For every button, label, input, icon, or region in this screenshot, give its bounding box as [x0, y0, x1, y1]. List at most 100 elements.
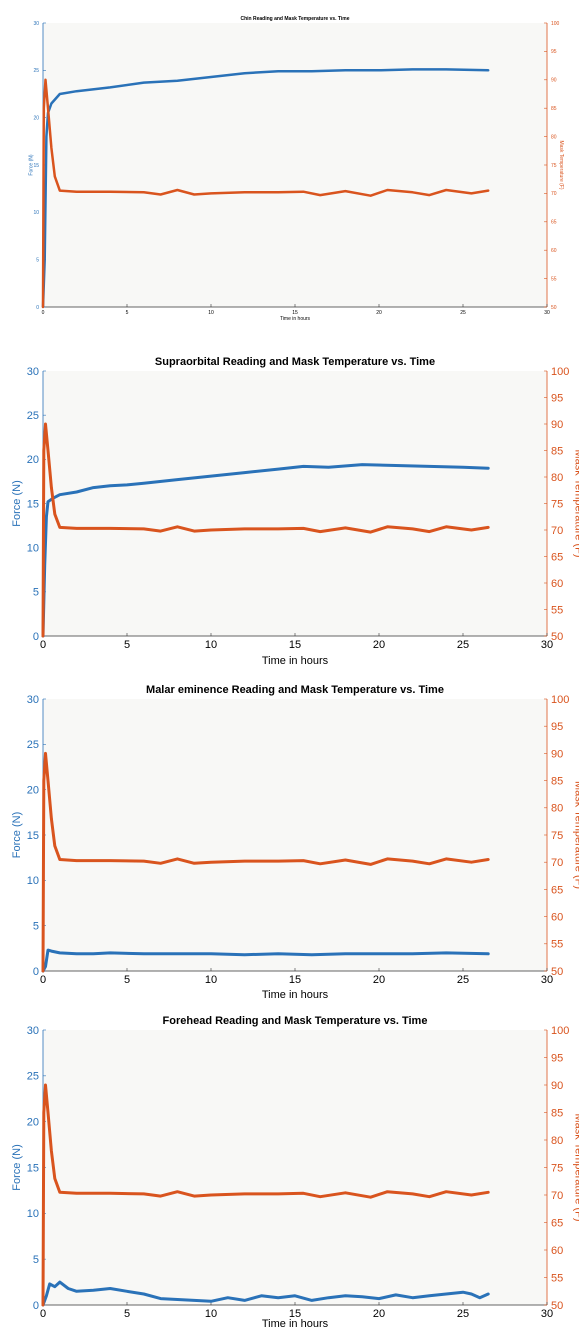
right-y-tick-label: 90 [551, 78, 557, 84]
left-y-tick-label: 10 [27, 875, 39, 887]
plot-area [43, 699, 547, 971]
right-y-tick-label: 90 [551, 748, 563, 760]
right-y-tick-label: 80 [551, 803, 563, 815]
right-y-tick-label: 60 [551, 911, 563, 923]
x-axis-label: Time in hours [262, 989, 329, 1001]
right-y-tick-label: 75 [551, 1162, 563, 1174]
right-y-tick-label: 75 [551, 163, 557, 169]
right-y-tick-label: 85 [551, 775, 563, 787]
left-y-axis-label: Force (N) [11, 1144, 23, 1190]
x-tick-label: 15 [289, 639, 301, 651]
x-tick-label: 25 [457, 639, 469, 651]
right-y-tick-label: 50 [551, 305, 557, 311]
right-y-tick-label: 60 [551, 1245, 563, 1257]
left-y-tick-label: 10 [33, 210, 39, 216]
right-y-tick-label: 50 [551, 631, 563, 643]
x-tick-label: 25 [457, 974, 469, 986]
chart-panel-2: Supraorbital Reading and Mask Temperatur… [11, 356, 579, 667]
right-y-tick-label: 100 [551, 694, 569, 706]
x-tick-label: 30 [541, 974, 553, 986]
left-y-tick-label: 25 [27, 1071, 39, 1083]
x-tick-label: 0 [40, 639, 46, 651]
chart-title: Forehead Reading and Mask Temperature vs… [163, 1015, 428, 1027]
right-y-tick-label: 75 [551, 830, 563, 842]
x-tick-label: 10 [205, 974, 217, 986]
left-y-tick-label: 30 [27, 694, 39, 706]
right-y-axis-label: Mask Temperature (F) [573, 1114, 579, 1222]
left-y-tick-label: 10 [27, 1208, 39, 1220]
left-y-tick-label: 5 [33, 1254, 39, 1266]
left-y-tick-label: 30 [27, 1025, 39, 1037]
x-tick-label: 20 [376, 310, 382, 316]
right-y-tick-label: 50 [551, 1300, 563, 1312]
left-y-axis-label: Force (N) [11, 480, 23, 526]
right-y-tick-label: 100 [551, 1025, 569, 1037]
force-series-line [41, 1280, 490, 1307]
right-y-tick-label: 95 [551, 49, 557, 55]
right-y-tick-label: 70 [551, 525, 563, 537]
chart-title: Malar eminence Reading and Mask Temperat… [146, 684, 444, 696]
x-tick-label: 20 [373, 1308, 385, 1320]
right-y-tick-label: 90 [551, 1080, 563, 1092]
x-axis-label: Time in hours [262, 655, 329, 667]
x-axis-label: Time in hours [280, 316, 311, 322]
right-y-tick-label: 55 [551, 604, 563, 616]
left-y-tick-label: 25 [27, 739, 39, 751]
x-tick-label: 0 [40, 974, 46, 986]
x-tick-label: 5 [124, 639, 130, 651]
right-y-tick-label: 85 [551, 445, 563, 457]
left-y-tick-label: 0 [36, 305, 39, 311]
right-y-tick-label: 95 [551, 392, 563, 404]
left-y-tick-label: 20 [33, 115, 39, 121]
force-series-line [41, 948, 490, 973]
right-y-tick-label: 85 [551, 1107, 563, 1119]
right-y-tick-label: 55 [551, 939, 563, 951]
right-y-tick-label: 65 [551, 1217, 563, 1229]
x-tick-label: 15 [289, 1308, 301, 1320]
temperature-series-line [41, 422, 490, 638]
left-y-tick-label: 0 [33, 1300, 39, 1312]
left-y-tick-label: 30 [27, 366, 39, 378]
left-y-tick-label: 25 [27, 410, 39, 422]
right-y-axis-label: Mask Temperature (F) [573, 450, 579, 558]
temperature-series-line [41, 78, 490, 309]
left-y-tick-label: 15 [27, 1162, 39, 1174]
right-y-tick-label: 55 [551, 1272, 563, 1284]
x-tick-label: 30 [541, 1308, 553, 1320]
right-y-tick-label: 80 [551, 1135, 563, 1147]
x-tick-label: 10 [205, 639, 217, 651]
right-y-tick-label: 70 [551, 857, 563, 869]
left-y-tick-label: 5 [33, 587, 39, 599]
force-series-line [41, 463, 490, 638]
chart-panel-3: Malar eminence Reading and Mask Temperat… [11, 684, 579, 1001]
right-y-tick-label: 75 [551, 498, 563, 510]
left-y-tick-label: 20 [27, 454, 39, 466]
x-tick-label: 0 [42, 310, 45, 316]
left-y-tick-label: 20 [27, 1117, 39, 1129]
x-tick-label: 15 [289, 974, 301, 986]
right-y-tick-label: 60 [551, 578, 563, 590]
right-y-tick-label: 70 [551, 1190, 563, 1202]
x-tick-label: 0 [40, 1308, 46, 1320]
chart-panel-4: Forehead Reading and Mask Temperature vs… [11, 1015, 579, 1330]
right-y-tick-label: 95 [551, 1052, 563, 1064]
x-tick-label: 30 [544, 310, 550, 316]
left-y-axis-label: Force (N) [29, 154, 35, 175]
plot-area [43, 23, 547, 307]
x-tick-label: 25 [457, 1308, 469, 1320]
left-y-tick-label: 15 [33, 163, 39, 169]
right-y-tick-label: 95 [551, 721, 563, 733]
right-y-axis-label: Mask Temperature (F) [558, 140, 564, 189]
x-tick-label: 5 [126, 310, 129, 316]
right-y-tick-label: 85 [551, 106, 557, 112]
right-y-tick-label: 80 [551, 134, 557, 140]
right-y-tick-label: 60 [551, 248, 557, 254]
left-y-tick-label: 10 [27, 543, 39, 555]
left-y-tick-label: 5 [36, 257, 39, 263]
right-y-tick-label: 65 [551, 220, 557, 226]
chart-panel-1: Chin Reading and Mask Temperature vs. Ti… [29, 16, 565, 322]
left-y-tick-label: 15 [27, 498, 39, 510]
x-tick-label: 15 [292, 310, 298, 316]
temperature-series-line [41, 1083, 490, 1307]
x-tick-label: 30 [541, 639, 553, 651]
